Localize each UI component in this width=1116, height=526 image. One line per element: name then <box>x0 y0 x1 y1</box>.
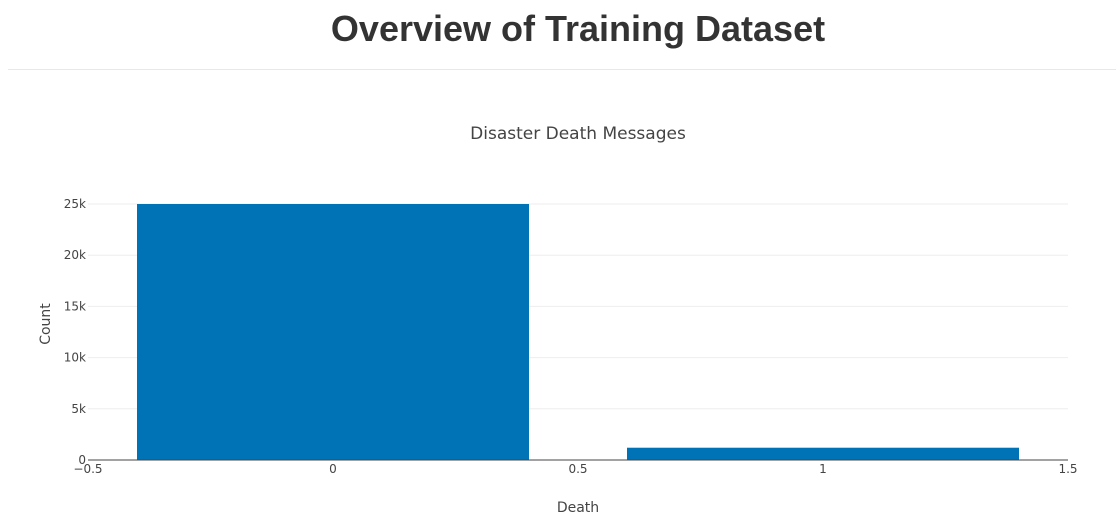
y-tick-label: 10k <box>64 351 86 365</box>
x-tick-label: 1.5 <box>1058 462 1077 476</box>
y-tick-label: 5k <box>71 402 86 416</box>
bars <box>137 204 1019 460</box>
x-tick-label: 1 <box>819 462 827 476</box>
bar-0 <box>137 204 529 460</box>
title-divider <box>8 69 1116 70</box>
page-title: Overview of Training Dataset <box>330 8 826 49</box>
y-axis-label: Count <box>38 303 54 345</box>
y-tick-label: 20k <box>64 248 86 262</box>
chart-title: Disaster Death Messages <box>470 124 686 144</box>
x-tick-label: 0 <box>329 462 337 476</box>
y-tick-label: 15k <box>64 299 86 313</box>
bar-1 <box>627 447 1019 460</box>
x-tick-label: 0.5 <box>568 462 587 476</box>
y-tick-label: 25k <box>64 197 86 211</box>
y-tick-label: 0 <box>78 453 86 467</box>
x-axis-label: Death <box>557 500 599 516</box>
x-tick-label: −0.5 <box>73 462 102 476</box>
